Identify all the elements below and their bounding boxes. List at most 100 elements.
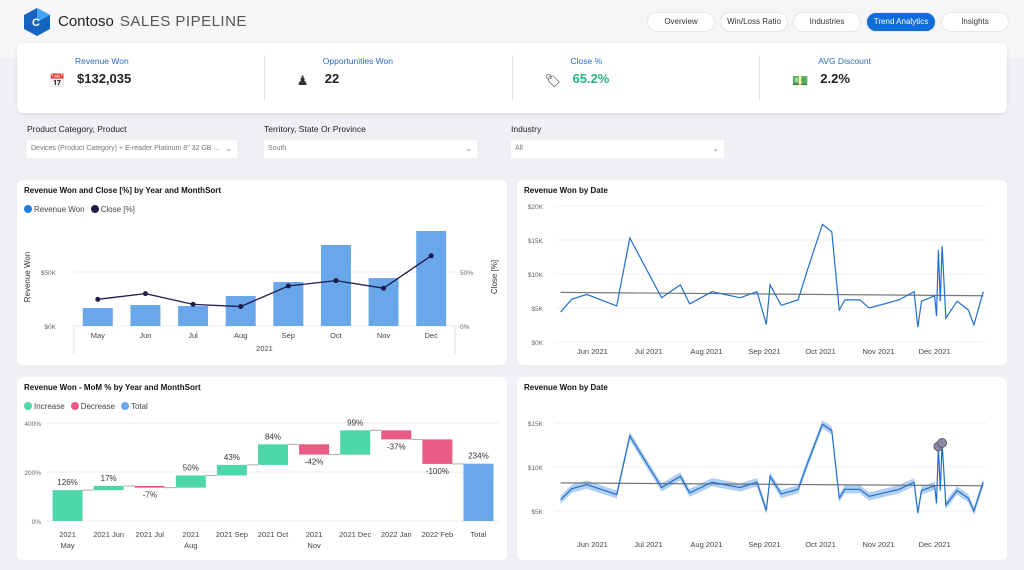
line-chart: $0K $5K $10K $15K $20K Jun 2021 Jul 2021 Aug 20… <box>528 204 987 356</box>
kpi-label: Opportunities Won <box>322 56 393 66</box>
tab-insights[interactable]: Insights <box>942 13 1008 31</box>
data-label: 84% <box>265 432 281 441</box>
x-tick-label: Aug <box>234 331 247 340</box>
anomaly-marker <box>937 438 948 448</box>
dropdown-value: South <box>268 145 287 152</box>
chevron-down-icon: ⌄ <box>712 144 719 153</box>
territory-dropdown[interactable]: South ⌄ <box>264 140 477 158</box>
data-label: -42% <box>305 458 324 467</box>
x-tick-label: Nov 2021 <box>862 540 894 549</box>
data-label: 99% <box>347 418 363 427</box>
legend-decrease[interactable]: Decrease <box>70 402 115 411</box>
revenue-bar <box>273 282 304 326</box>
kpi-value: 22 <box>324 71 340 86</box>
y-tick-label: 0% <box>32 519 42 526</box>
kpi-value: $132,035 <box>77 71 132 86</box>
legend-total[interactable]: Total <box>120 402 148 411</box>
kpi-opportunities-won: Opportunities Won ♟ 22 <box>265 55 513 101</box>
revenue-bar <box>130 305 161 326</box>
money-icon: 💵 <box>792 73 809 88</box>
revenue-line <box>560 423 984 513</box>
x-tick-label: 2021 Jun <box>93 530 124 539</box>
close-point <box>142 291 148 297</box>
waterfall-bar <box>463 463 494 521</box>
filter-label: Product Category, Product <box>27 124 127 134</box>
x-tick-label: Jun <box>139 331 151 340</box>
x-tick-label: Jul <box>188 331 198 340</box>
x-tick-label: Oct <box>330 331 343 340</box>
waterfall-bar <box>52 490 83 521</box>
chart-title: Revenue Won and Close [%] by Year and Mo… <box>24 186 222 195</box>
legend-close[interactable]: Close [%] <box>90 205 135 214</box>
revenue-bar <box>320 245 351 326</box>
x-tick-label: May <box>60 541 74 550</box>
y-tick-label: $20K <box>528 204 544 211</box>
filter-product: Product Category, Product Devices (Produc… <box>27 124 237 158</box>
person-icon: ♟ <box>296 73 309 88</box>
dropdown-value: Devices (Product Category) + E-reader Pl… <box>31 145 220 152</box>
x-tick-label: Aug 2021 <box>690 540 722 549</box>
close-point <box>190 301 196 307</box>
kpi-card: Revenue Won 📅 $132,035 Opportunities Won ♟ 2… <box>17 43 1007 113</box>
combo-chart-panel: Revenue Won and Close [%] by Year and Mo… <box>17 180 507 365</box>
legend-increase[interactable]: Increase <box>24 402 65 411</box>
kpi-value: 2.2% <box>820 71 850 86</box>
y2-axis-title: Close [%] <box>490 260 499 294</box>
data-label: -100% <box>426 467 449 476</box>
chart-title: Revenue Won by Date <box>524 186 608 195</box>
x-tick-label: Jun 2021 <box>577 540 608 549</box>
trend-line <box>560 291 984 297</box>
industry-dropdown[interactable]: All ⌄ <box>511 140 724 158</box>
data-label: 50% <box>183 463 199 472</box>
revenue-bar <box>225 295 256 326</box>
waterfall-chart: 0% 200% 400% 126% 2021 May 17% 2021 Jun -7% 2021 … <box>24 418 499 550</box>
x-tick-label: Oct 2021 <box>805 347 835 356</box>
waterfall-chart-panel: Revenue Won - MoM % by Year and MonthSor… <box>17 377 507 560</box>
waterfall-bar <box>299 444 330 455</box>
x-tick-label: Dec 2021 <box>919 347 951 356</box>
chart-title: Revenue Won - MoM % by Year and MonthSor… <box>24 383 201 392</box>
data-label: 43% <box>224 453 240 462</box>
x-tick-label: Jun 2021 <box>577 347 608 356</box>
data-label: -7% <box>143 491 157 500</box>
waterfall-bar <box>258 444 288 465</box>
contoso-logo: C <box>24 8 50 36</box>
revenue-line <box>560 223 984 328</box>
anomaly-line-chart: $5K $10K $15K Jun 2021 Jul 2021 Aug 2021 Sep 2… <box>528 420 987 549</box>
x-tick-label: 2021 Jul <box>136 530 165 539</box>
report-title: SALES PIPELINE <box>119 13 247 30</box>
x-tick-label: Dec 2021 <box>919 540 951 549</box>
filter-label: Territory, State Or Province <box>264 124 366 134</box>
x-tick-label: 2021 <box>306 530 323 539</box>
y-tick-label: $10K <box>528 465 544 472</box>
x-tick-label: Nov <box>377 331 391 340</box>
svg-text:C: C <box>32 17 40 29</box>
kpi-label: Revenue Won <box>75 56 129 66</box>
filter-industry: Industry All ⌄ <box>511 124 724 158</box>
close-point <box>381 285 387 291</box>
percent-tag-icon: 🏷 <box>544 73 562 88</box>
tab-win-loss-ratio[interactable]: Win/Loss Ratio <box>721 13 787 31</box>
close-point <box>285 283 291 289</box>
legend-revenue-won[interactable]: Revenue Won <box>24 205 85 214</box>
x-tick-label: 2022 Jan <box>381 530 412 539</box>
app-title: Contoso SALES PIPELINE <box>58 13 247 30</box>
tab-overview[interactable]: Overview <box>648 13 714 31</box>
y-axis-title: Revenue Won <box>23 252 32 303</box>
brand-name: Contoso <box>58 13 114 30</box>
tab-industries[interactable]: Industries <box>794 13 860 31</box>
close-point <box>333 278 339 284</box>
x-tick-label: Nov <box>307 541 321 550</box>
y-tick-label: $15K <box>528 238 544 245</box>
tab-trend-analytics[interactable]: Trend Analytics <box>867 13 935 31</box>
waterfall-bar <box>175 475 206 488</box>
kpi-revenue-won: Revenue Won 📅 $132,035 <box>17 55 265 101</box>
data-label: 17% <box>101 474 117 483</box>
y-tick-label: $50K <box>41 270 57 277</box>
close-point <box>95 296 101 302</box>
product-dropdown[interactable]: Devices (Product Category) + E-reader Pl… <box>27 140 237 158</box>
waterfall-bar <box>216 464 247 476</box>
kpi-label: AVG Discount <box>818 56 872 66</box>
y-tick-label: $5K <box>531 509 543 516</box>
kpi-label: Close % <box>570 56 603 66</box>
